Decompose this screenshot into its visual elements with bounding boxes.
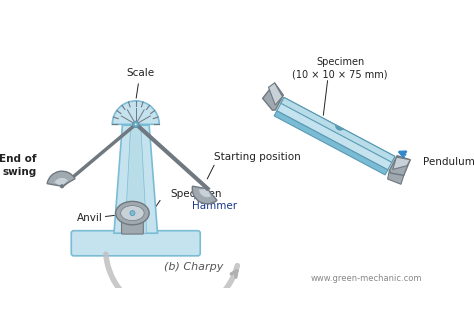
Circle shape [205, 187, 210, 191]
Text: Anvil: Anvil [77, 213, 103, 223]
Polygon shape [268, 83, 283, 105]
Text: Hammer: Hammer [192, 201, 237, 211]
Polygon shape [281, 97, 395, 162]
Polygon shape [274, 111, 388, 175]
Text: End of
swing: End of swing [0, 154, 37, 176]
Ellipse shape [116, 201, 149, 225]
Polygon shape [263, 83, 283, 110]
Wedge shape [55, 178, 68, 186]
FancyBboxPatch shape [71, 231, 200, 256]
Wedge shape [199, 189, 211, 197]
Text: Scale: Scale [126, 68, 154, 98]
Polygon shape [114, 125, 157, 233]
Circle shape [130, 211, 135, 216]
Polygon shape [335, 125, 344, 130]
Wedge shape [112, 101, 159, 124]
Wedge shape [192, 186, 217, 204]
Text: (b) Charpy: (b) Charpy [164, 262, 223, 272]
FancyBboxPatch shape [121, 211, 143, 234]
Text: Specimen: Specimen [170, 189, 221, 199]
Ellipse shape [121, 206, 144, 221]
Polygon shape [389, 156, 410, 175]
Text: www.green-mechanic.com: www.green-mechanic.com [310, 274, 422, 284]
Polygon shape [393, 157, 410, 170]
Text: Starting position: Starting position [214, 152, 301, 162]
Polygon shape [388, 171, 404, 184]
Text: Specimen
(10 × 10 × 75 mm): Specimen (10 × 10 × 75 mm) [292, 57, 388, 79]
Wedge shape [47, 171, 75, 186]
Circle shape [60, 184, 64, 188]
Circle shape [133, 122, 139, 127]
Polygon shape [125, 125, 146, 233]
Circle shape [135, 123, 137, 126]
Text: Pendulum: Pendulum [423, 157, 474, 167]
Polygon shape [277, 97, 395, 170]
